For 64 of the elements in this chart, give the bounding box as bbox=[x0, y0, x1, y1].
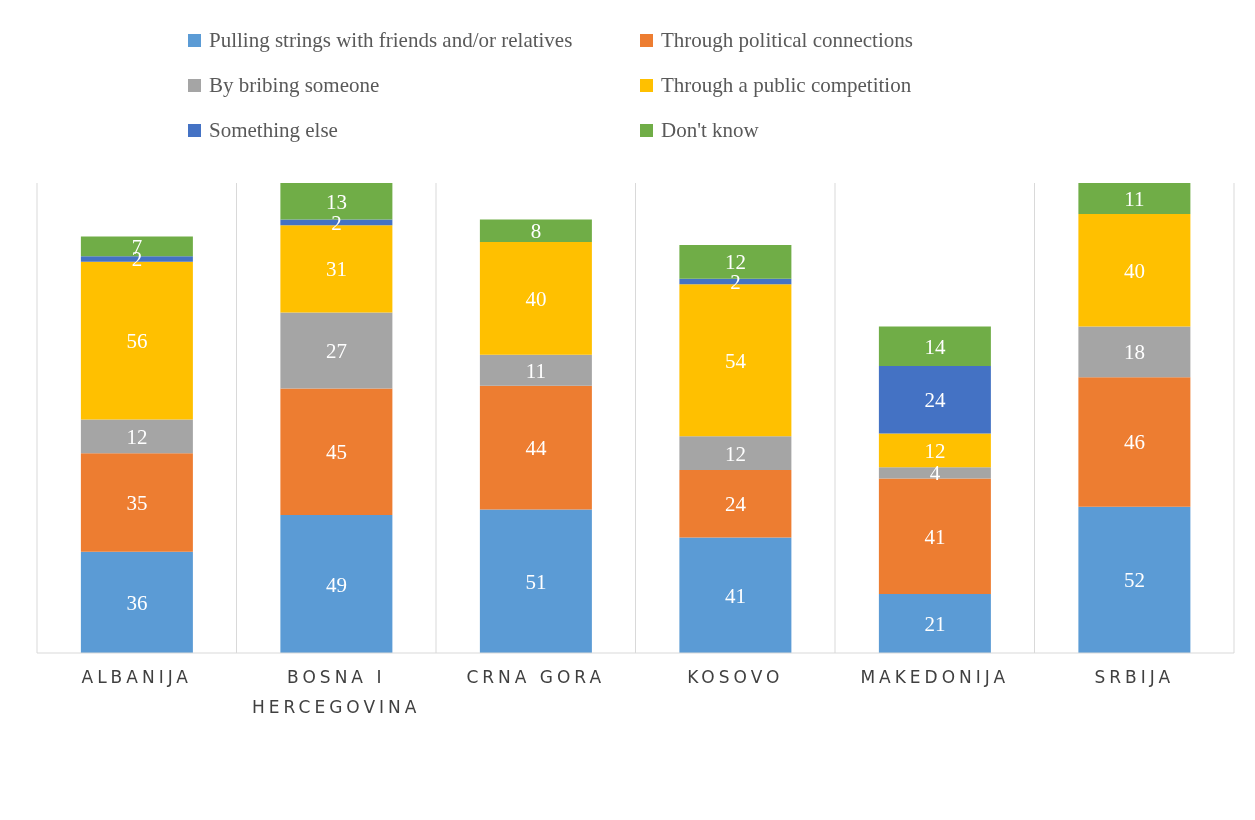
x-tick-label: BOSNA I HERCEGOVINA bbox=[252, 667, 421, 717]
data-label: 46 bbox=[1123, 430, 1145, 455]
bar bbox=[878, 326, 991, 366]
data-label: 44 bbox=[525, 436, 547, 461]
data-label: 21 bbox=[924, 611, 946, 636]
data-label: 41 bbox=[724, 583, 746, 608]
bar bbox=[878, 478, 991, 594]
data-label: 41 bbox=[924, 524, 946, 549]
data-label: 12 bbox=[924, 438, 946, 463]
x-tick-label: KOSOVO bbox=[687, 667, 784, 687]
data-label: 49 bbox=[325, 572, 347, 597]
data-label: 18 bbox=[1123, 340, 1145, 365]
data-label: 8 bbox=[530, 219, 542, 244]
data-label: 35 bbox=[126, 490, 148, 515]
data-label: 24 bbox=[924, 388, 946, 413]
data-label: 45 bbox=[325, 440, 347, 465]
data-label: 36 bbox=[126, 590, 148, 615]
x-tick-label: SRBIJA bbox=[1094, 667, 1175, 687]
data-label: 40 bbox=[1123, 258, 1145, 283]
data-label: 54 bbox=[724, 348, 747, 373]
bar bbox=[878, 593, 991, 653]
data-label: 56 bbox=[126, 329, 148, 354]
data-label: 13 bbox=[325, 189, 347, 214]
bar bbox=[1078, 183, 1191, 214]
data-label: 12 bbox=[724, 441, 746, 466]
bar bbox=[878, 433, 991, 468]
bar bbox=[80, 419, 193, 454]
bar bbox=[679, 470, 792, 538]
bar bbox=[1078, 506, 1191, 653]
x-tick-label: MAKEDONIJA bbox=[860, 667, 1010, 687]
bar bbox=[878, 365, 991, 434]
legend-label: By bribing someone bbox=[209, 73, 380, 98]
data-label: 24 bbox=[724, 492, 747, 517]
legend-label: Pulling strings with friends and/or relatives bbox=[209, 28, 573, 53]
data-label: 31 bbox=[325, 257, 347, 282]
legend-label: Something else bbox=[209, 118, 338, 143]
bar bbox=[479, 242, 592, 355]
bar bbox=[1078, 377, 1191, 507]
data-label: 51 bbox=[525, 569, 547, 594]
bar bbox=[479, 219, 592, 243]
bar bbox=[479, 509, 592, 653]
legend-label: Through a public competition bbox=[661, 73, 912, 98]
bar bbox=[280, 312, 393, 389]
bar bbox=[280, 515, 393, 653]
x-tick-label: ALBANIJA bbox=[81, 667, 192, 687]
bar bbox=[479, 354, 592, 386]
bar bbox=[80, 453, 193, 552]
data-label: 52 bbox=[1123, 568, 1145, 593]
bar bbox=[80, 551, 193, 653]
bar bbox=[679, 537, 792, 653]
bar bbox=[1078, 326, 1191, 378]
bar bbox=[679, 436, 792, 471]
bar bbox=[1078, 213, 1191, 327]
data-label: 40 bbox=[525, 286, 547, 311]
data-label: 12 bbox=[126, 424, 148, 449]
bar bbox=[280, 388, 393, 516]
legend-label: Through political connections bbox=[661, 28, 913, 53]
data-label: 14 bbox=[924, 334, 946, 359]
data-label: 27 bbox=[325, 338, 347, 363]
legend-label: Don't know bbox=[661, 118, 759, 143]
data-label: 11 bbox=[525, 358, 547, 383]
x-tick-label: CRNA GORA bbox=[466, 667, 606, 687]
data-label: 11 bbox=[1124, 186, 1145, 211]
bar bbox=[479, 385, 592, 510]
